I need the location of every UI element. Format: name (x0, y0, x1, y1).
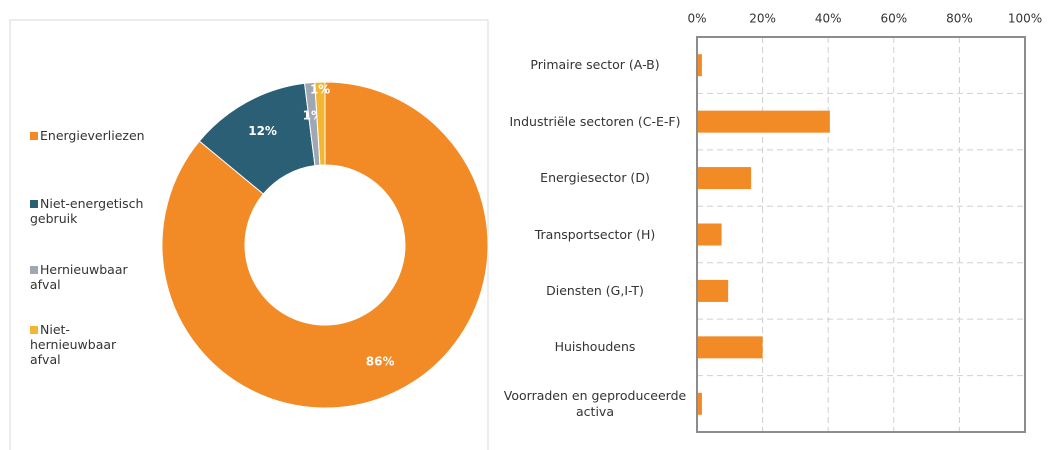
slice-label: 86% (366, 355, 395, 369)
y-tick-label: Primaire sector (A-B) (530, 57, 660, 73)
legend-label: Hernieuwbaar afval (30, 262, 128, 292)
bar (697, 54, 702, 77)
bar (697, 223, 722, 246)
legend-label: Niet-energetisch gebruik (30, 196, 144, 226)
slice-label: 1% (310, 83, 330, 97)
legend-item: Niet-hernieuwbaar afval (30, 322, 150, 367)
x-tick-label: 20% (749, 12, 776, 26)
y-tick-label: Huishoudens (554, 339, 636, 355)
y-tick-label: Transportsector (H) (534, 226, 656, 242)
legend-label: Energieverliezen (40, 128, 145, 143)
bar (697, 167, 752, 190)
legend-swatch (30, 132, 38, 140)
y-tick-label: Voorraden en geproduceerde activa (503, 387, 687, 419)
legend-item: Energieverliezen (30, 128, 150, 143)
x-tick-label: 100% (1008, 12, 1042, 26)
y-tick-label: Energiesector (D) (540, 170, 650, 186)
legend-item: Hernieuwbaar afval (30, 262, 150, 292)
bar (697, 336, 763, 359)
bar (697, 110, 830, 133)
legend-swatch (30, 266, 38, 274)
y-tick-label: Industriële sectoren (C-E-F) (509, 113, 681, 129)
legend-item: Niet-energetisch gebruik (30, 196, 150, 226)
bar (697, 392, 702, 415)
x-tick-label: 80% (946, 12, 973, 26)
slice-label: 12% (248, 124, 277, 138)
donut-slice (161, 81, 489, 409)
y-tick-label: Diensten (G,I-T) (546, 282, 644, 298)
x-tick-label: 60% (880, 12, 907, 26)
plot-border (696, 36, 1026, 433)
legend-swatch (30, 326, 38, 334)
x-tick-label: 0% (687, 12, 706, 26)
legend-label: Niet-hernieuwbaar afval (30, 322, 117, 367)
bar (697, 279, 729, 302)
x-tick-label: 40% (815, 12, 842, 26)
legend-swatch (30, 200, 38, 208)
donut-slice (314, 81, 326, 166)
